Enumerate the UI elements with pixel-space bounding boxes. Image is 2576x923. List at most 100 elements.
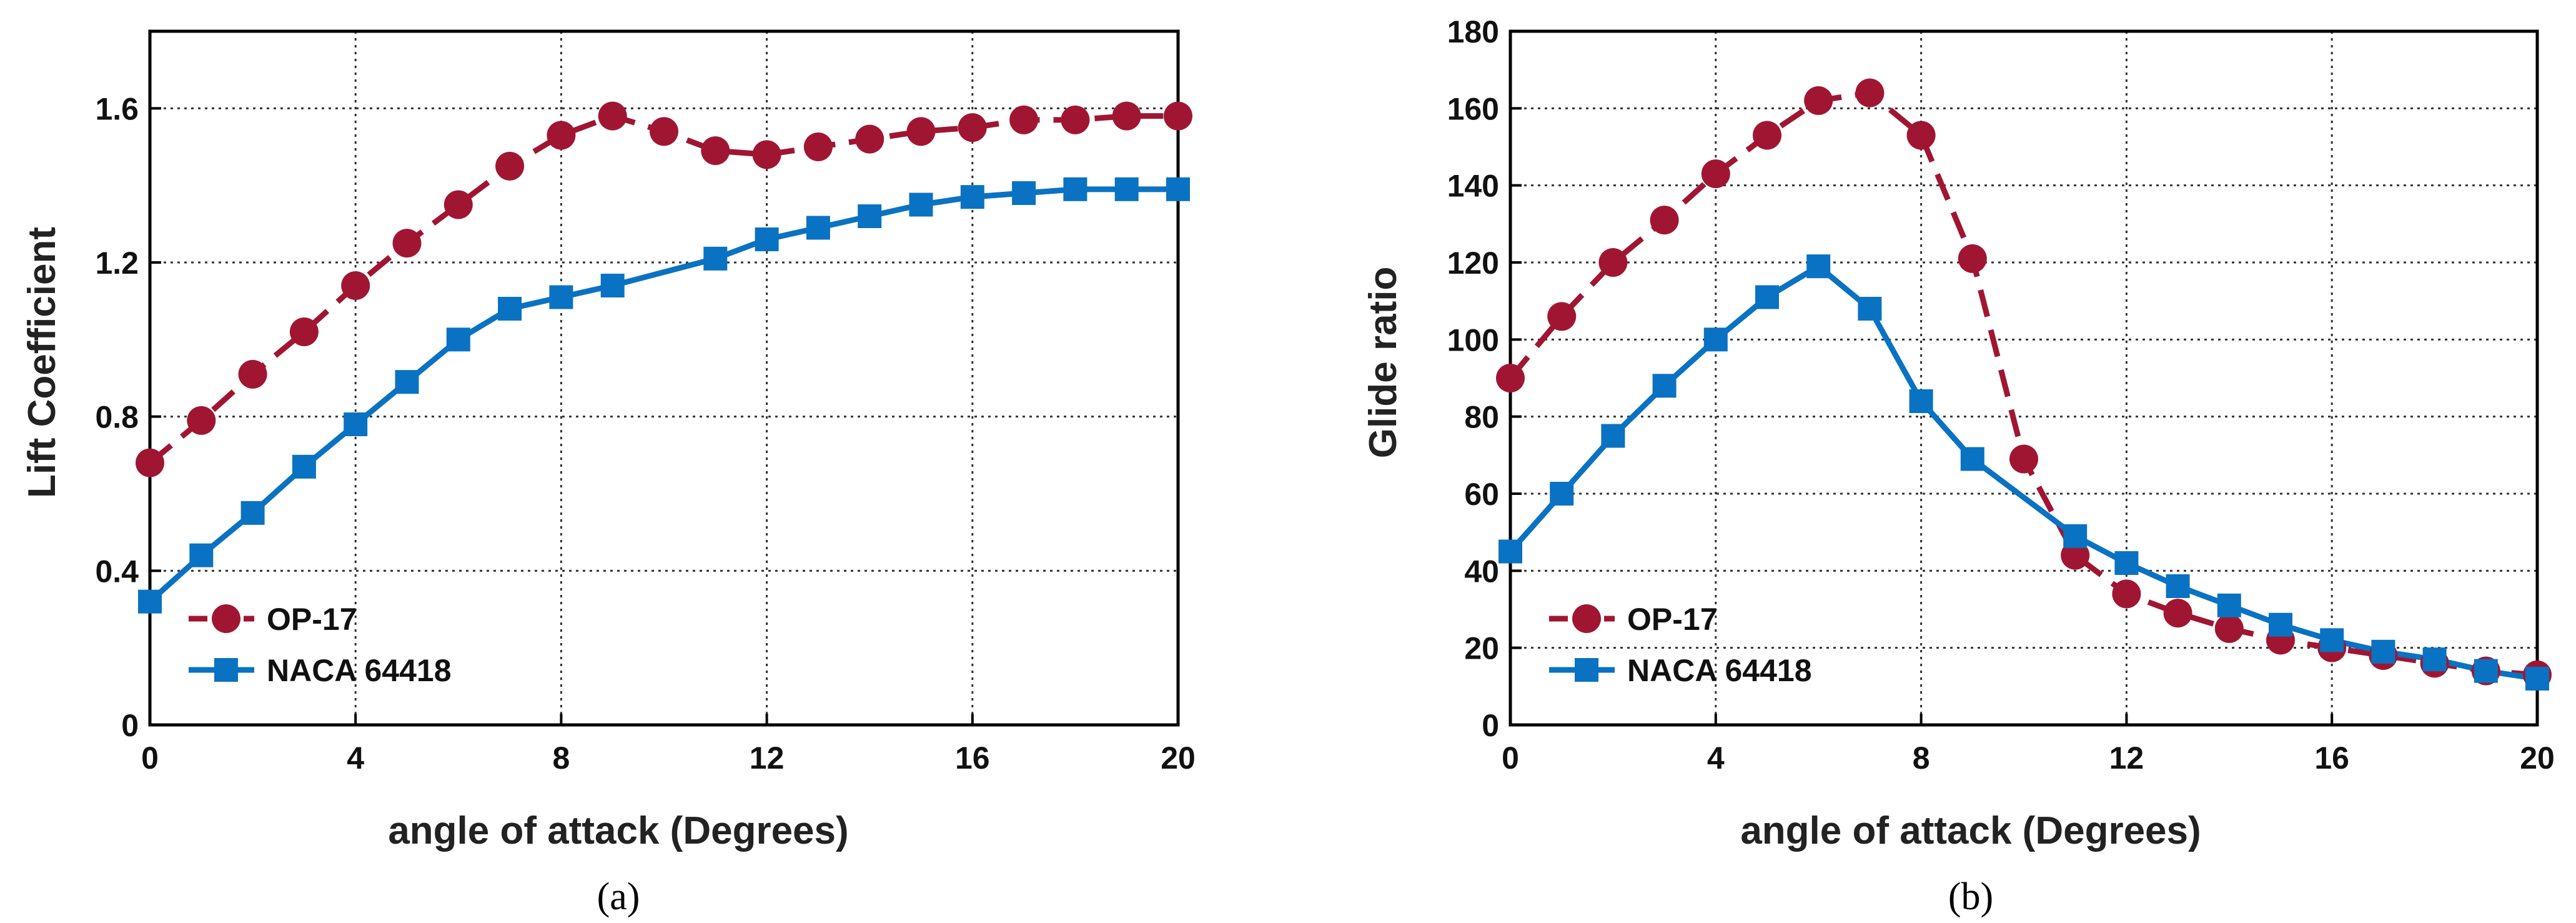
op17-point [1701,159,1730,189]
op17-point [187,406,216,435]
series-markers-a [136,101,1192,614]
x-tick-label: 8 [1913,741,1930,776]
op17-point [1061,105,1090,134]
naca-point [2320,628,2344,652]
naca-point [1063,177,1087,201]
y-tick-label: 1.6 [95,91,139,126]
y-tick-label: 0.4 [95,554,139,589]
x-tick-label: 4 [1707,741,1725,776]
op17-point [2061,541,2090,570]
grid-lines-a [150,31,1178,725]
naca-point [2525,667,2549,691]
op17-point [1547,302,1577,331]
naca-point [2217,593,2241,617]
x-tick-label: 0 [141,741,159,776]
op17-point [1855,78,1885,107]
op17-point [136,448,164,477]
op17-point [1958,244,1987,273]
op17-point [495,151,525,181]
y-axis-label-a: Lift Coefficient [21,227,64,498]
naca-point [858,204,882,228]
legend-marker [1575,658,1598,682]
legend-label: OP-17 [267,602,357,637]
op17-point [392,229,422,258]
op17-point [1496,364,1525,392]
chart-panel-a: 0 4 8 12 16 20 0 0.4 0.8 1.2 1.6 OP-17 NACA 64418 a… [21,29,1196,918]
op17-point [2163,599,2192,628]
naca-point [240,501,265,525]
legend-b: OP-17 NACA 64418 [1549,602,1812,688]
caption-a: (a) [597,876,640,918]
op17-point [238,359,267,389]
naca-point [1806,254,1831,279]
op17-point [1906,121,1936,150]
y-tick-label: 100 [1447,322,1499,357]
naca-point [2422,647,2447,672]
naca-point [909,192,933,217]
op17-point [1753,121,1781,150]
op17-point [547,121,576,150]
naca-point [1909,389,1933,413]
grid-lines-b [1510,31,2537,725]
x-tick-label: 0 [1502,741,1519,776]
x-tick-label: 4 [347,741,364,776]
x-tick-label: 12 [750,741,785,776]
op17-point [701,136,730,166]
op17-point [443,190,473,219]
naca-point [549,285,573,309]
y-tick-label: 20 [1464,631,1499,666]
naca-point [1012,181,1036,205]
naca-point [1166,177,1190,201]
y-tick-label: 180 [1447,14,1499,49]
naca-point [1755,285,1779,309]
naca-point [344,412,368,436]
naca-point [1652,374,1677,398]
naca-point [755,227,779,251]
op17-point [1164,101,1192,131]
legend-marker [1572,604,1601,633]
naca-point [2371,639,2395,664]
y-tick-label: 0 [121,708,139,743]
naca-point [2269,612,2292,637]
op17-point [2009,444,2038,474]
series-line-naca-64418 [147,186,1178,604]
y-tick-label: 60 [1464,477,1499,512]
naca-point [600,274,625,297]
naca-point [2474,659,2498,683]
y-axis-label-b: Glide ratio [1362,267,1405,459]
naca-point [446,327,470,352]
series-line-op-17 [148,113,1178,466]
y-tick-label: 0.8 [95,400,139,435]
legend-marker [212,604,240,633]
op17-point [1009,105,1039,134]
plot-frame-a [148,29,1180,727]
op17-point [1598,248,1628,277]
legend-marker [214,658,238,682]
y-tick-label: 40 [1464,554,1499,589]
y-tick-label: 160 [1447,91,1499,126]
op17-point [958,113,987,142]
y-tick-label: 80 [1464,400,1499,435]
op17-point [1650,206,1679,235]
op17-point [855,124,884,154]
series-markers-b [1496,78,2552,691]
op17-point [341,271,370,300]
axis-ticks-a: 0 4 8 12 16 20 0 0.4 0.8 1.2 1.6 [95,91,1195,776]
naca-point [703,246,728,271]
naca-point [1601,424,1625,448]
x-tick-label: 8 [552,741,570,776]
legend-label: NACA 64418 [267,653,452,688]
op17-point [2214,614,2244,643]
x-tick-label: 12 [2109,741,2144,776]
naca-point [1114,177,1139,201]
op17-point [906,117,936,146]
caption-b: (b) [1948,876,1993,918]
naca-point [2114,551,2139,575]
naca-point [292,454,316,479]
x-axis-label-a: angle of attack (Degrees) [388,809,848,852]
legend-label: OP-17 [1627,602,1718,637]
naca-point [1499,539,1522,564]
x-axis-label-b: angle of attack (Degrees) [1740,809,2201,852]
x-tick-label: 16 [955,741,990,776]
